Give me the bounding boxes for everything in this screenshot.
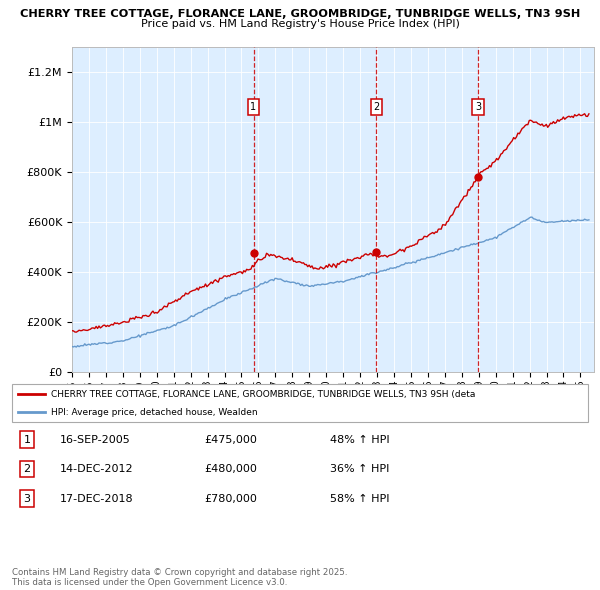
- Text: Price paid vs. HM Land Registry's House Price Index (HPI): Price paid vs. HM Land Registry's House …: [140, 19, 460, 29]
- Text: CHERRY TREE COTTAGE, FLORANCE LANE, GROOMBRIDGE, TUNBRIDGE WELLS, TN3 9SH: CHERRY TREE COTTAGE, FLORANCE LANE, GROO…: [20, 9, 580, 19]
- Text: CHERRY TREE COTTAGE, FLORANCE LANE, GROOMBRIDGE, TUNBRIDGE WELLS, TN3 9SH (deta: CHERRY TREE COTTAGE, FLORANCE LANE, GROO…: [51, 390, 475, 399]
- Text: 17-DEC-2018: 17-DEC-2018: [60, 494, 134, 503]
- Text: £480,000: £480,000: [204, 464, 257, 474]
- Text: 2: 2: [373, 102, 380, 112]
- Text: 14-DEC-2012: 14-DEC-2012: [60, 464, 134, 474]
- Text: 1: 1: [23, 435, 31, 444]
- Text: 3: 3: [23, 494, 31, 503]
- Text: 1: 1: [250, 102, 257, 112]
- Text: 2: 2: [23, 464, 31, 474]
- Text: 36% ↑ HPI: 36% ↑ HPI: [330, 464, 389, 474]
- Text: 3: 3: [475, 102, 481, 112]
- Text: £780,000: £780,000: [204, 494, 257, 503]
- Text: £475,000: £475,000: [204, 435, 257, 444]
- Text: 48% ↑ HPI: 48% ↑ HPI: [330, 435, 389, 444]
- Text: HPI: Average price, detached house, Wealden: HPI: Average price, detached house, Weal…: [51, 408, 257, 417]
- Text: Contains HM Land Registry data © Crown copyright and database right 2025.
This d: Contains HM Land Registry data © Crown c…: [12, 568, 347, 587]
- Text: 58% ↑ HPI: 58% ↑ HPI: [330, 494, 389, 503]
- Text: 16-SEP-2005: 16-SEP-2005: [60, 435, 131, 444]
